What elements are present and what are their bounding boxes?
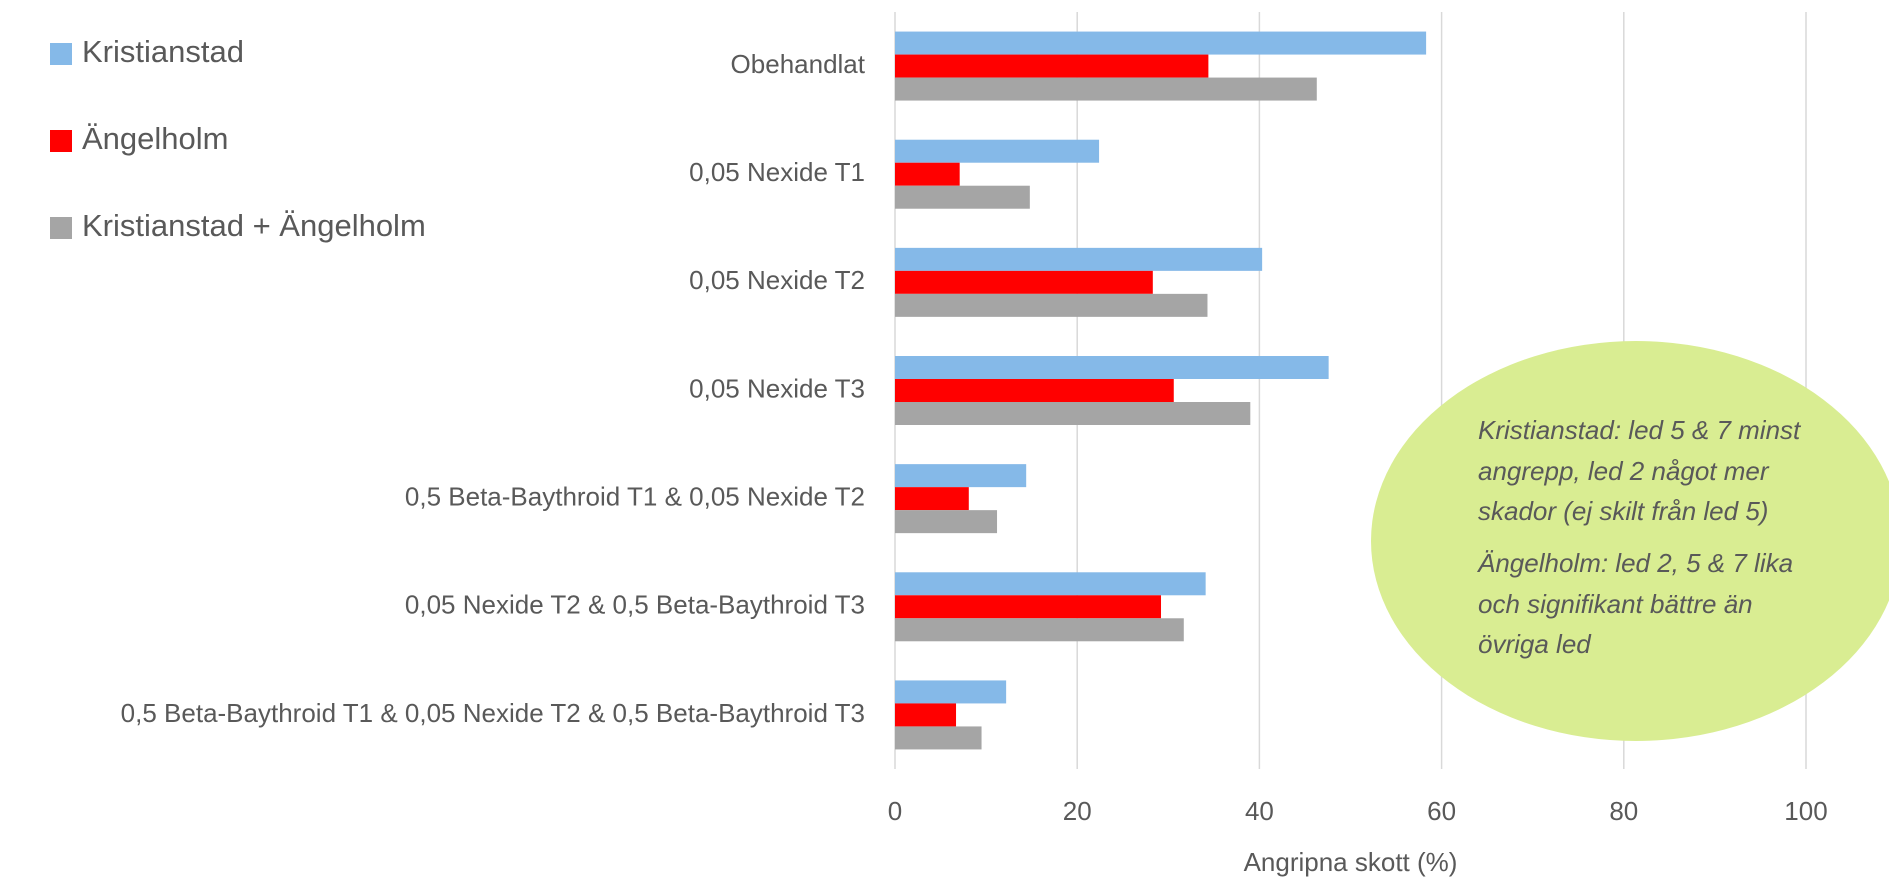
y-tick-label: 0,05 Nexide T2 [689, 265, 865, 295]
bar [895, 379, 1174, 402]
legend-swatch [50, 130, 72, 152]
bar [895, 618, 1184, 642]
bar [895, 726, 982, 750]
bar [895, 185, 1030, 209]
bar [895, 54, 1209, 78]
legend-label: Kristianstad + Ängelholm [82, 208, 426, 243]
x-tick-label: 80 [1609, 796, 1638, 826]
legend-swatch [50, 43, 72, 65]
x-tick-label: 40 [1245, 796, 1274, 826]
bar [895, 680, 1007, 704]
annotation-text: och signifikant bättre än [1478, 589, 1753, 619]
bar [895, 270, 1153, 294]
annotation-text: angrepp, led 2 något mer [1478, 456, 1770, 486]
bar [895, 595, 1162, 619]
bar [895, 293, 1208, 317]
y-tick-label: 0,5 Beta-Baythroid T1 & 0,05 Nexide T2 &… [121, 698, 865, 728]
bar [895, 139, 1100, 163]
legend-swatch [50, 217, 72, 239]
bar [895, 31, 1427, 55]
annotation-text: Ängelholm: led 2, 5 & 7 lika [1476, 548, 1793, 578]
annotation-text: skador (ej skilt från led 5) [1478, 496, 1768, 526]
y-tick-label: 0,5 Beta-Baythroid T1 & 0,05 Nexide T2 [405, 482, 865, 512]
bar [895, 572, 1206, 596]
bar [895, 464, 1027, 488]
y-tick-label: 0,05 Nexide T3 [689, 373, 865, 403]
bar [895, 487, 969, 511]
bar [895, 77, 1317, 101]
bar [895, 162, 960, 186]
y-tick-label: Obehandlat [731, 49, 866, 79]
y-tick-label: 0,05 Nexide T1 [689, 157, 865, 187]
annotation-text: övriga led [1478, 629, 1592, 659]
bar [895, 247, 1263, 271]
x-tick-label: 100 [1784, 796, 1827, 826]
legend-label: Kristianstad [82, 34, 244, 69]
x-axis-title: Angripna skott (%) [1244, 847, 1458, 877]
x-tick-label: 20 [1063, 796, 1092, 826]
legend-label: Ängelholm [82, 121, 228, 156]
bar [895, 402, 1251, 425]
x-tick-label: 60 [1427, 796, 1456, 826]
bar [895, 703, 957, 727]
annotation-bubble [1371, 341, 1889, 741]
y-tick-label: 0,05 Nexide T2 & 0,5 Beta-Baythroid T3 [405, 590, 865, 620]
bar [895, 510, 998, 534]
bar [895, 356, 1329, 379]
annotation-text: Kristianstad: led 5 & 7 minst [1478, 415, 1802, 445]
x-tick-label: 0 [888, 796, 902, 826]
